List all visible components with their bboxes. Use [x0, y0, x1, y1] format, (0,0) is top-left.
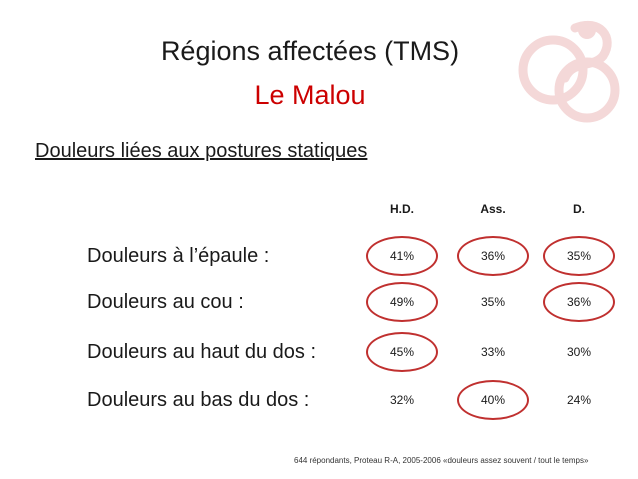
row-label: Douleurs au haut du dos : [87, 341, 317, 363]
section-heading: Douleurs liées aux postures statiques [35, 140, 368, 162]
value-cell: 24% [566, 393, 592, 407]
column-header-d: D. [573, 202, 585, 216]
value-cell: 35% [566, 249, 592, 263]
page-subtitle: Le Malou [254, 80, 366, 110]
value-cell: 32% [389, 393, 415, 407]
footnote: 644 répondants, Proteau R-A, 2005-2006 «… [294, 456, 589, 465]
value-cell: 30% [566, 345, 592, 359]
highlight-circle [457, 236, 529, 276]
row-label: Douleurs à l’épaule : [87, 245, 270, 267]
cyclist-watermark-logo [518, 20, 620, 123]
value-cell: 33% [480, 345, 506, 359]
value-cell: 40% [480, 393, 506, 407]
value-cell: 36% [480, 249, 506, 263]
page-title: Régions affectées (TMS) [160, 36, 460, 66]
highlight-circle [457, 380, 529, 420]
highlight-circle [366, 236, 438, 276]
value-cell: 45% [389, 345, 415, 359]
value-cell: 49% [389, 295, 415, 309]
highlight-circle [543, 236, 615, 276]
highlight-circle [366, 282, 438, 322]
value-cell: 36% [566, 295, 592, 309]
value-cell: 41% [389, 249, 415, 263]
value-cell: 35% [480, 295, 506, 309]
highlight-circle [543, 282, 615, 322]
highlight-circle [366, 332, 438, 372]
row-label: Douleurs au cou : [87, 291, 244, 313]
column-header-ass: Ass. [480, 202, 506, 216]
column-header-hd: H.D. [390, 202, 414, 216]
row-label: Douleurs au bas du dos : [87, 389, 310, 411]
